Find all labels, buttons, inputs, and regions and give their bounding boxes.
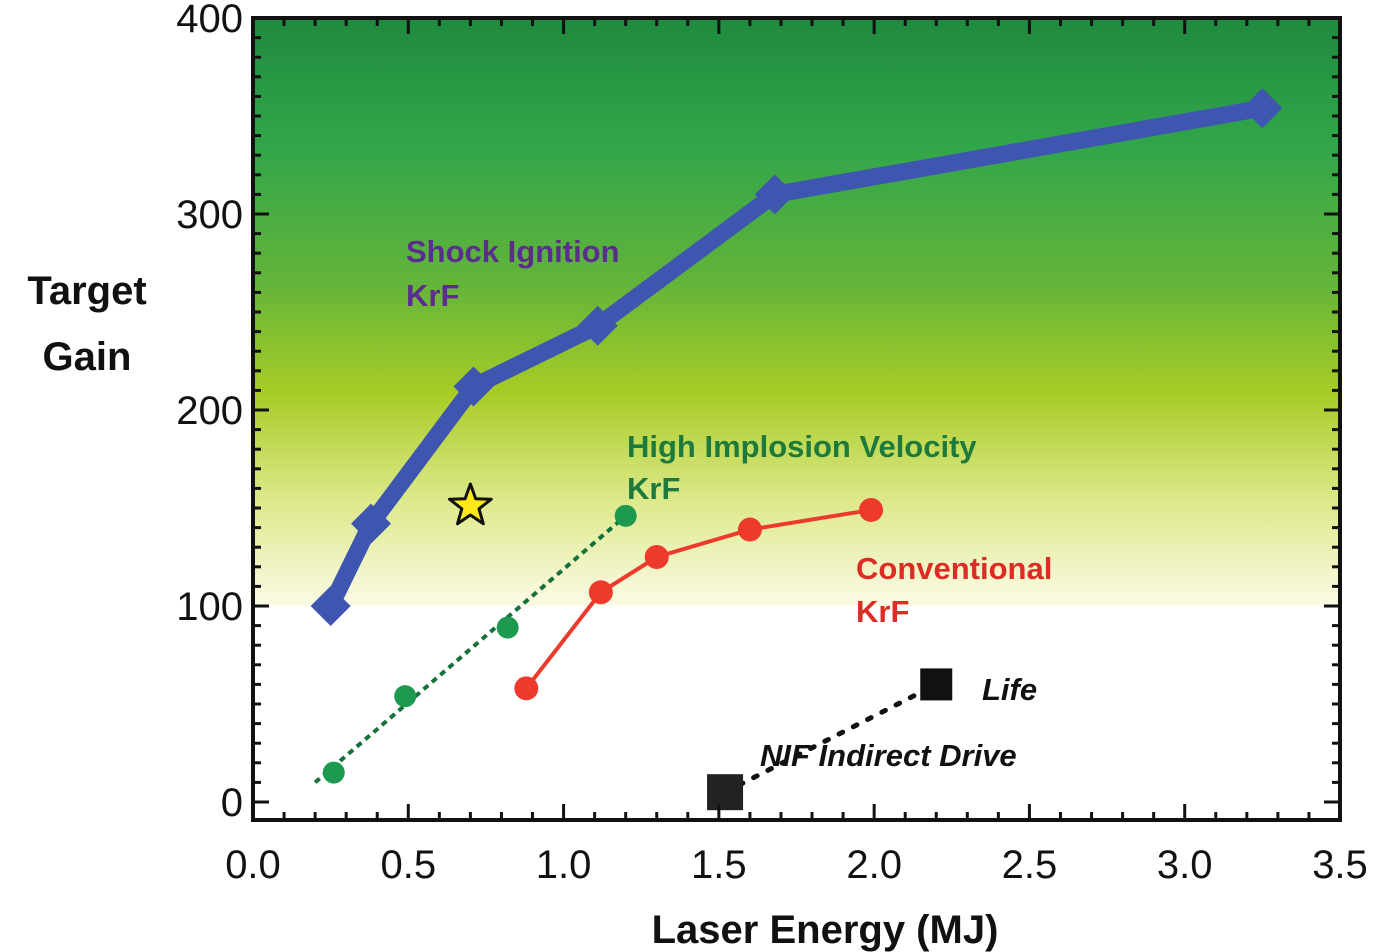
x-tick-label: 3.5 [1312, 843, 1368, 887]
ticks-layer [251, 16, 1342, 820]
life-label: Life [982, 672, 1037, 707]
y-tick-label: 400 [176, 0, 243, 41]
high-velocity-point [614, 504, 637, 527]
shock-ignition-point [310, 586, 351, 626]
x-axis-title: Laser Energy (MJ) [652, 908, 999, 952]
high-velocity-point [496, 616, 519, 639]
shock-ignition-point [577, 305, 618, 346]
high-velocity-point [394, 685, 417, 708]
conventional-point [644, 545, 669, 569]
x-tick-labels: 0.0 0.5 1.0 1.5 2.0 2.5 3.0 3.5 [225, 843, 1368, 887]
conventional-sublabel: KrF [856, 594, 909, 629]
shock-ignition-point [351, 503, 392, 544]
plot-frame [251, 16, 1342, 822]
y-tick-label: 200 [176, 389, 243, 433]
x-tick-label: 3.0 [1157, 843, 1213, 887]
x-tick-label: 1.0 [536, 843, 592, 887]
conventional-label: Conventional [856, 551, 1052, 586]
shock-ignition-point [754, 174, 795, 215]
high-velocity-sublabel: KrF [627, 471, 680, 506]
x-tick-label: 2.5 [1002, 843, 1058, 887]
shock-ignition-label: Shock Ignition [406, 234, 620, 269]
high-velocity-trend-line [313, 514, 627, 784]
nif-trend-line [722, 681, 939, 795]
y-tick-label: 100 [176, 585, 243, 629]
shock-ignition-line [323, 99, 1264, 610]
shock-ignition-sublabel: KrF [406, 278, 459, 313]
star-marker [448, 482, 493, 526]
high-velocity-point [322, 761, 345, 784]
x-tick-label: 2.0 [846, 843, 902, 887]
life-point [920, 668, 953, 701]
x-tick-label: 1.5 [691, 843, 747, 887]
nif-label: NIF Indirect Drive [760, 738, 1017, 773]
x-tick-label: 0.5 [380, 843, 436, 887]
series-layer [310, 88, 1283, 811]
shock-ignition-point [1242, 88, 1283, 129]
conventional-point [859, 497, 884, 522]
y-tick-labels: 0 100 200 300 400 [176, 0, 243, 825]
nif-indirect-drive-point [707, 774, 744, 811]
conventional-point [737, 517, 762, 542]
y-tick-label: 300 [176, 193, 243, 237]
x-tick-label: 0.0 [225, 843, 281, 887]
gain-region-gradient [253, 18, 1340, 606]
y-axis-title-line1: Target [27, 269, 146, 313]
conventional-point [514, 676, 539, 701]
high-velocity-label: High Implosion Velocity [627, 429, 977, 464]
conventional-point [588, 580, 613, 605]
y-axis-title-line2: Gain [43, 335, 132, 379]
y-tick-label: 0 [221, 781, 243, 825]
shock-ignition-point [453, 366, 494, 407]
